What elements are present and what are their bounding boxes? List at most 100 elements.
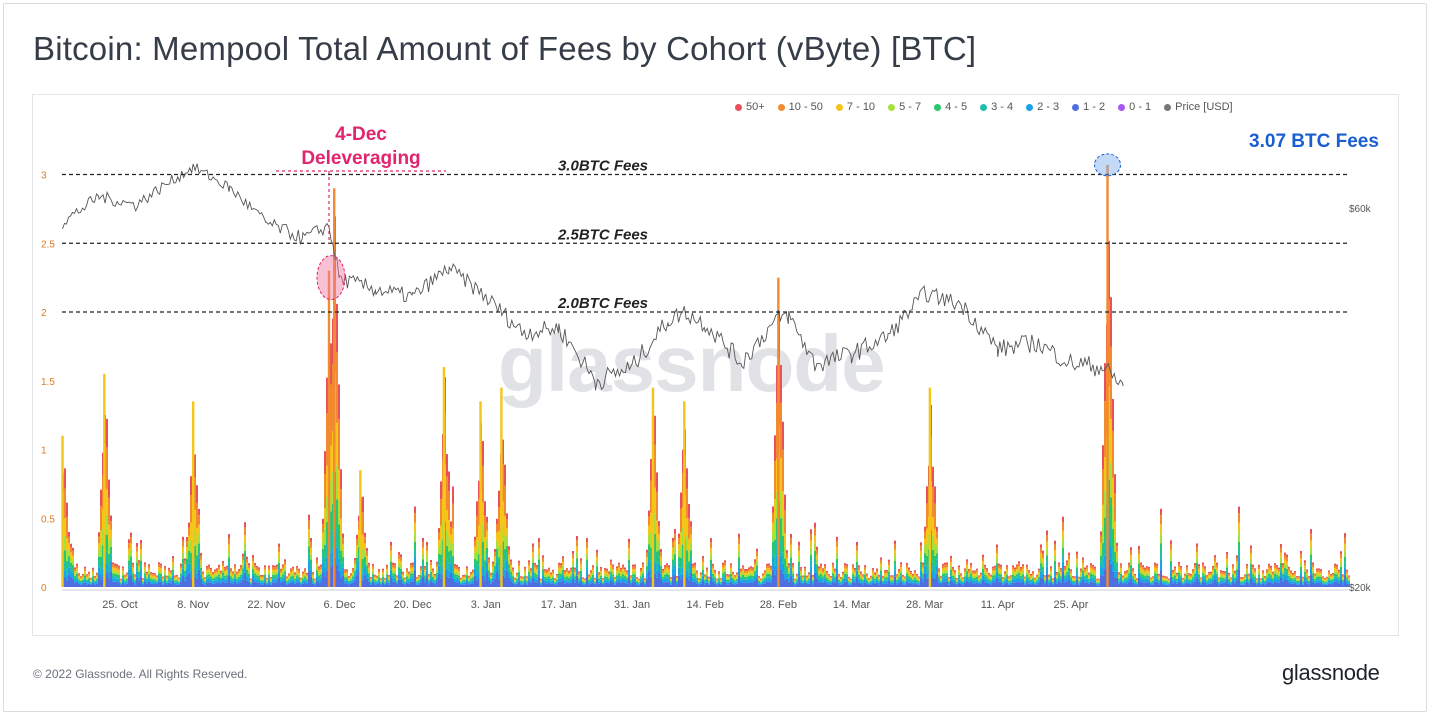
fee-bar-segment: [78, 579, 80, 581]
fee-bar-segment: [1172, 573, 1174, 576]
fee-bar-segment: [1112, 528, 1114, 548]
fee-bar-segment: [644, 578, 646, 580]
fee-bar-segment: [910, 570, 912, 573]
fee-bar-segment: [1034, 581, 1036, 583]
fee-bar-segment: [526, 583, 528, 585]
fee-bar-segment: [264, 565, 266, 568]
fee-bar-segment: [578, 571, 580, 573]
fee-bar-segment: [1234, 577, 1236, 580]
fee-bar-segment: [570, 582, 572, 587]
fee-bar-segment: [172, 565, 174, 570]
fee-bar-segment: [802, 575, 804, 577]
fee-bar-segment: [852, 578, 854, 583]
fee-bar-segment: [1270, 582, 1272, 587]
fee-bar-segment: [1264, 576, 1266, 579]
fee-bar-segment: [386, 574, 388, 577]
fee-bar-segment: [950, 558, 952, 563]
fee-bar-segment: [410, 565, 412, 568]
fee-bar-segment: [330, 535, 332, 553]
fee-bar-segment: [1170, 540, 1172, 545]
fee-bar-segment: [1066, 568, 1068, 573]
fee-bar-segment: [574, 576, 576, 579]
fee-bar-segment: [700, 572, 702, 574]
fee-bar-segment: [452, 565, 454, 573]
fee-bar-segment: [106, 563, 108, 574]
fee-bar-segment: [1214, 555, 1216, 558]
fee-bar-segment: [1122, 582, 1124, 585]
fee-bar-segment: [1068, 574, 1070, 580]
fee-bar-segment: [964, 582, 966, 587]
fee-bar-segment: [150, 578, 152, 581]
fee-bar-segment: [752, 571, 754, 574]
fee-bar-segment: [660, 556, 662, 562]
fee-bar-segment: [662, 568, 664, 571]
fee-bar-segment: [1024, 581, 1026, 583]
fee-bar-segment: [126, 572, 128, 574]
fee-bar-segment: [924, 526, 926, 532]
fee-bar-segment: [1182, 583, 1184, 586]
fee-bar-segment: [934, 486, 936, 504]
fee-bar-segment: [800, 582, 802, 587]
fee-bar-segment: [146, 573, 148, 575]
fee-bar-segment: [510, 568, 512, 572]
fee-bar-segment: [736, 575, 738, 578]
fee-bar-segment: [118, 565, 120, 568]
fee-bar-segment: [750, 577, 752, 580]
fee-bar-segment: [974, 573, 976, 576]
fee-bar-segment: [1048, 582, 1050, 585]
fee-bar-segment: [384, 583, 386, 586]
fee-bar-segment: [594, 584, 596, 587]
fee-bar-segment: [84, 577, 86, 580]
fee-bar-segment: [1204, 577, 1206, 580]
fee-bar-segment: [842, 574, 844, 577]
fee-bar-segment: [630, 580, 632, 582]
fee-bar-segment: [742, 567, 744, 570]
fee-bar-segment: [542, 557, 544, 562]
fee-bar-segment: [524, 566, 526, 569]
fee-bar-segment: [1260, 578, 1262, 580]
fee-bar-segment: [572, 566, 574, 571]
fee-bar-segment: [554, 583, 556, 586]
fee-bar-segment: [430, 562, 432, 566]
fee-bar-segment: [502, 464, 504, 502]
fee-bar-segment: [894, 555, 896, 562]
fee-bar-segment: [710, 538, 712, 543]
fee-bar-segment: [510, 571, 512, 575]
fee-bar-segment: [750, 572, 752, 576]
fee-bar-segment: [152, 583, 154, 587]
fee-bar-segment: [626, 571, 628, 574]
fee-bar-segment: [1028, 579, 1030, 581]
fee-bar-segment: [1142, 569, 1144, 573]
fee-bar-segment: [1126, 575, 1128, 578]
fee-bar-segment: [292, 575, 294, 578]
fee-bar-segment: [498, 573, 500, 580]
fee-bar-segment: [874, 572, 876, 574]
fee-bar-segment: [814, 563, 816, 573]
fee-bar-segment: [810, 533, 812, 541]
fee-bar-segment: [498, 531, 500, 546]
fee-bar-segment: [692, 568, 694, 572]
fee-bar-segment: [72, 550, 74, 556]
fee-bar-segment: [524, 568, 526, 571]
fee-bar-segment: [140, 549, 142, 555]
fee-bar-segment: [1192, 569, 1194, 571]
fee-bar-segment: [818, 568, 820, 571]
fee-bar-segment: [836, 563, 838, 569]
fee-bar-segment: [1002, 580, 1004, 582]
fee-bar-segment: [1098, 585, 1100, 587]
fee-bar-segment: [730, 573, 732, 577]
fee-bar-segment: [470, 572, 472, 574]
fee-bar-segment: [1074, 584, 1076, 587]
fee-bar-segment: [200, 574, 202, 580]
fee-bar-segment: [756, 560, 758, 566]
fee-bar-segment: [966, 577, 968, 581]
fee-bar-segment: [738, 533, 740, 538]
fee-bar-segment: [866, 576, 868, 578]
fee-bar-segment: [698, 583, 700, 586]
fee-bar-segment: [840, 580, 842, 582]
fee-bar-segment: [712, 573, 714, 577]
fee-bar-segment: [96, 580, 98, 582]
fee-bar-segment: [80, 580, 82, 583]
fee-bar-segment: [160, 563, 162, 566]
fee-bar-segment: [84, 579, 86, 583]
